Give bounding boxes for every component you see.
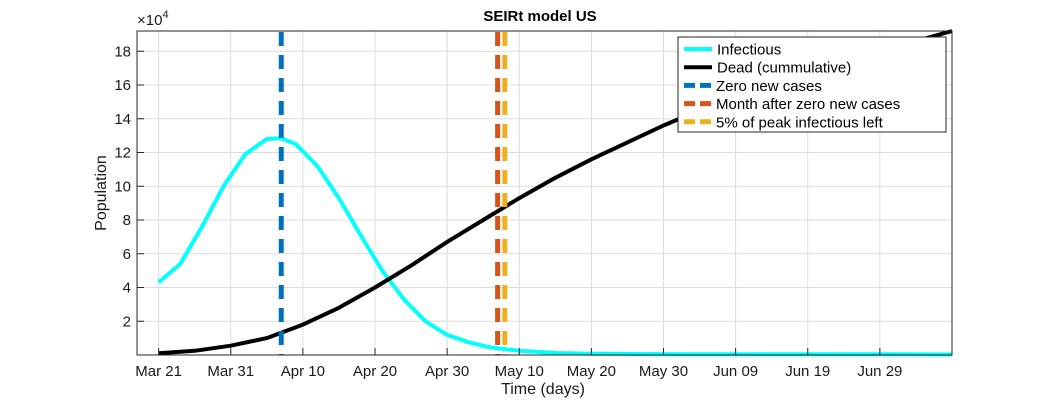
y-tick-label: 10 xyxy=(114,178,131,195)
y-tick-label: 6 xyxy=(123,246,131,263)
y-tick-label: 16 xyxy=(114,77,131,94)
x-tick-label: May 30 xyxy=(639,363,688,380)
legend-label: Dead (cummulative) xyxy=(717,60,851,77)
y-tick-label: 12 xyxy=(114,145,131,162)
x-tick-label: Apr 10 xyxy=(281,363,325,380)
x-axis-label: Time (days) xyxy=(501,381,585,398)
legend-label: Zero new cases xyxy=(716,78,822,95)
y-tick-label: 2 xyxy=(123,313,131,330)
x-tick-label: Mar 31 xyxy=(207,363,254,380)
legend-label: 5% of peak infectious left xyxy=(716,114,884,131)
series-line-infectious xyxy=(157,136,953,357)
plot-frame xyxy=(136,30,953,356)
y-tick-label: 8 xyxy=(123,212,131,229)
y-axis-ticks: 2 4 6 8 10 12 14 16 18 xyxy=(114,43,144,330)
x-tick-label: May 10 xyxy=(495,363,544,380)
y-exponent-label: ×104 xyxy=(137,9,169,29)
y-tick-label: 14 xyxy=(114,111,131,128)
x-axis-ticks: Mar 21 Mar 31 Apr 10 Apr 20 Apr 30 May 10 May … xyxy=(135,348,902,380)
x-tick-label: May 20 xyxy=(567,363,616,380)
x-tick-label: Mar 21 xyxy=(135,363,182,380)
y-axis-label: Population xyxy=(93,155,110,231)
legend-label: Infectious xyxy=(717,42,781,59)
legend-label: Month after zero new cases xyxy=(716,96,900,113)
x-tick-label: Jun 09 xyxy=(713,363,758,380)
x-tick-label: Apr 20 xyxy=(353,363,397,380)
y-tick-label: 18 xyxy=(114,43,131,60)
x-tick-label: Jun 29 xyxy=(857,363,902,380)
chart-title: SEIRt model US xyxy=(483,8,596,25)
vertical-lines-layer xyxy=(278,32,508,355)
legend-box xyxy=(677,36,947,133)
x-tick-label: Jun 19 xyxy=(785,363,830,380)
y-tick-label: 4 xyxy=(123,280,131,297)
x-tick-label: Apr 30 xyxy=(425,363,469,380)
